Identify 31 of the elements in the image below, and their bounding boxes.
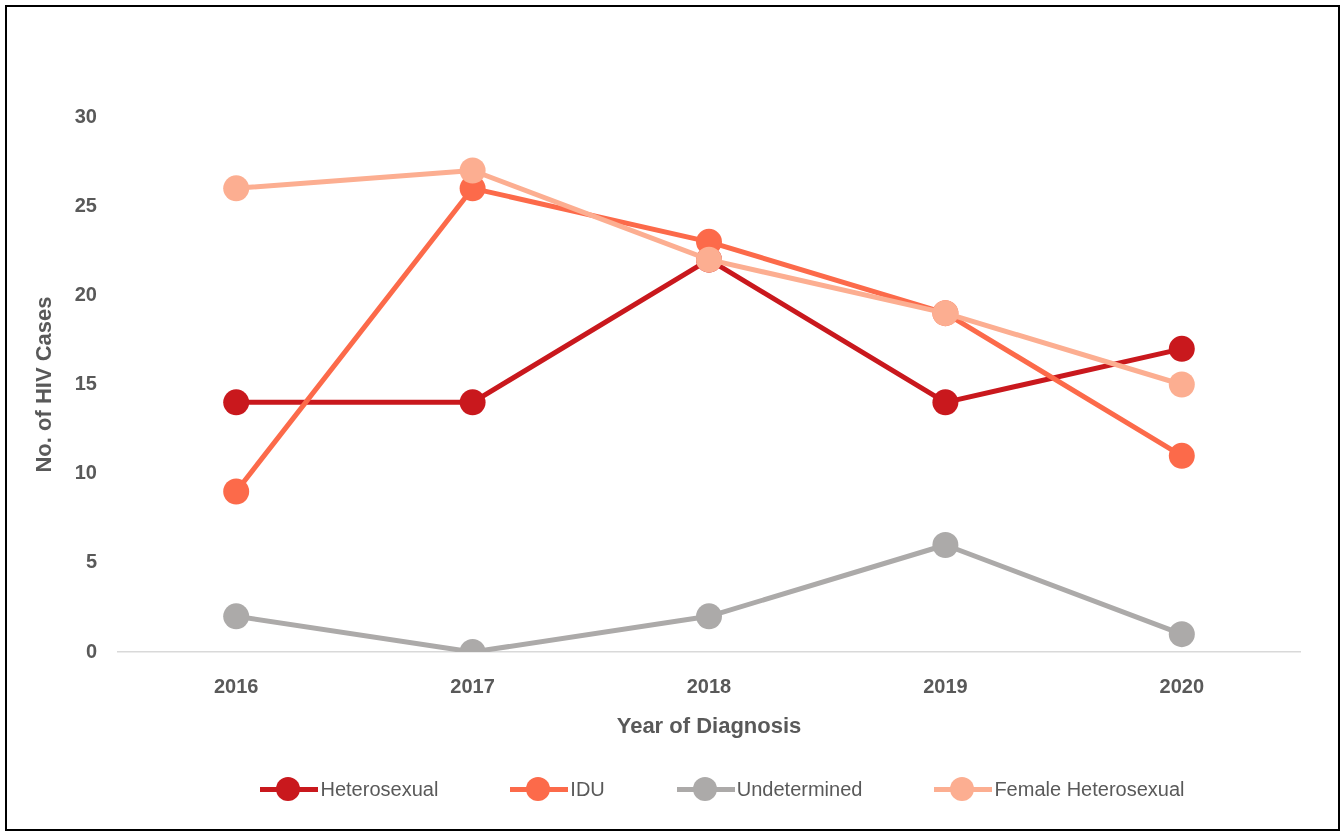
- y-tick-label: 10: [74, 461, 97, 484]
- point: [459, 157, 486, 184]
- y-tick-label: 5: [85, 550, 97, 573]
- x-tick-label: 2017: [450, 674, 495, 697]
- x-axis-title: Year of Diagnosis: [616, 712, 802, 738]
- point: [1168, 621, 1195, 648]
- y-tick-label: 15: [74, 372, 97, 395]
- point: [223, 478, 250, 505]
- point: [223, 389, 250, 416]
- point: [1168, 371, 1195, 398]
- legend-label: Undetermined: [736, 777, 863, 801]
- x-tick-label: 2018: [686, 674, 732, 697]
- point: [932, 389, 959, 416]
- point: [459, 389, 486, 416]
- y-axis-title: No. of HIV Cases: [31, 296, 57, 473]
- y-tick-label: 25: [74, 193, 97, 216]
- legend-label: Heterosexual: [320, 777, 439, 801]
- point: [223, 175, 250, 202]
- point: [696, 603, 722, 630]
- x-tick-label: 2019: [923, 674, 968, 697]
- y-tick-label: 20: [74, 282, 97, 305]
- y-tick-label: 30: [74, 104, 97, 127]
- point: [1168, 335, 1195, 362]
- legend-label: IDU: [570, 777, 605, 801]
- point: [223, 603, 250, 630]
- y-tick-label: 0: [85, 639, 97, 662]
- x-tick-label: 2016: [213, 674, 259, 697]
- legend-label: Female Heterosexual: [994, 777, 1185, 801]
- point: [932, 532, 959, 558]
- x-tick-label: 2020: [1159, 674, 1205, 697]
- point: [1168, 442, 1195, 469]
